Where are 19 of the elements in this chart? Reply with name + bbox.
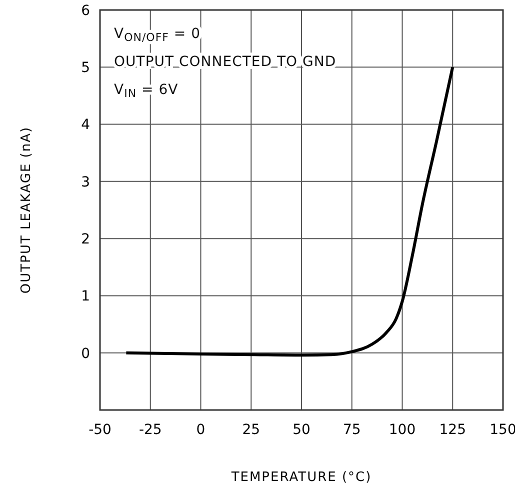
x-tick-label: 125 bbox=[439, 422, 466, 438]
x-tick-label: -25 bbox=[138, 422, 162, 438]
x-tick-label: 100 bbox=[388, 422, 416, 438]
x-tick-label: 0 bbox=[196, 422, 206, 438]
x-tick-label: 150 bbox=[490, 422, 515, 438]
y-tick-label: 5 bbox=[81, 60, 90, 76]
line-series bbox=[124, 66, 454, 357]
y-tick-label: 0 bbox=[81, 346, 90, 362]
x-tick-label: 75 bbox=[342, 422, 361, 438]
y-tick-label: 1 bbox=[81, 288, 90, 305]
y-tick-label: 4 bbox=[81, 117, 90, 134]
y-tick-label: 2 bbox=[81, 231, 90, 248]
y-tick-label: 3 bbox=[81, 174, 90, 190]
y-axis-title: OUTPUT LEAKAGE (nA) bbox=[19, 126, 34, 294]
x-tick-label: 50 bbox=[292, 422, 310, 438]
x-axis-title: TEMPERATURE (°C) bbox=[230, 470, 372, 485]
x-tick-label: 25 bbox=[242, 422, 260, 438]
x-tick-label: -50 bbox=[88, 422, 112, 438]
y-tick-label: 6 bbox=[81, 2, 90, 19]
